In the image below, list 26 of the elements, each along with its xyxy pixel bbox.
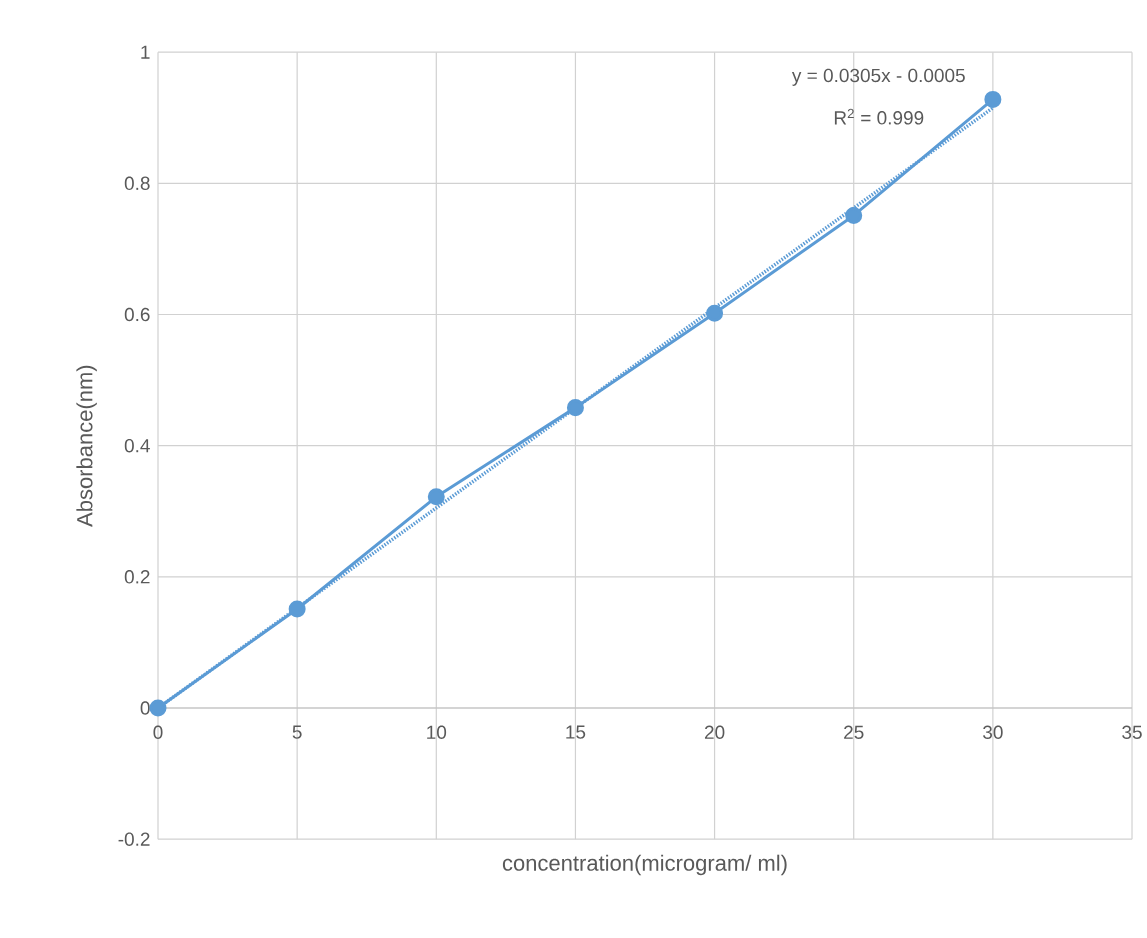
x-axis-title: concentration(microgram/ ml) bbox=[502, 854, 787, 876]
x-tick-label: 5 bbox=[292, 725, 302, 739]
y-tick-label: 0.4 bbox=[124, 438, 150, 453]
y-tick-label: 0.6 bbox=[124, 307, 150, 322]
point bbox=[845, 206, 863, 224]
y-tick-label: 0 bbox=[140, 701, 150, 715]
x-tick-label: 10 bbox=[427, 725, 447, 739]
point bbox=[288, 600, 306, 618]
x-tick-label: 30 bbox=[983, 725, 1003, 739]
y-tick-label: 0.2 bbox=[124, 570, 150, 584]
x-tick-label: 25 bbox=[844, 725, 864, 739]
x-tick-label: 35 bbox=[1122, 725, 1142, 739]
x-tick-label: 0 bbox=[153, 725, 163, 739]
y-tick-label: -0.2 bbox=[118, 832, 150, 846]
x-tick-label: 20 bbox=[704, 725, 725, 739]
annotation: R$^{2}$ = 0.999 bbox=[834, 108, 924, 125]
point bbox=[706, 304, 724, 322]
y-axis-title: Absorbance(nm) bbox=[76, 365, 97, 527]
annotation: y = 0.0305x - 0.0005 bbox=[791, 68, 965, 86]
point bbox=[149, 699, 167, 717]
y-tick-label: 0.8 bbox=[124, 176, 150, 191]
y-tick-label: 1 bbox=[141, 45, 150, 59]
x-tick-label: 15 bbox=[566, 725, 586, 739]
point bbox=[566, 399, 584, 417]
point bbox=[984, 90, 1002, 108]
point bbox=[427, 488, 445, 506]
